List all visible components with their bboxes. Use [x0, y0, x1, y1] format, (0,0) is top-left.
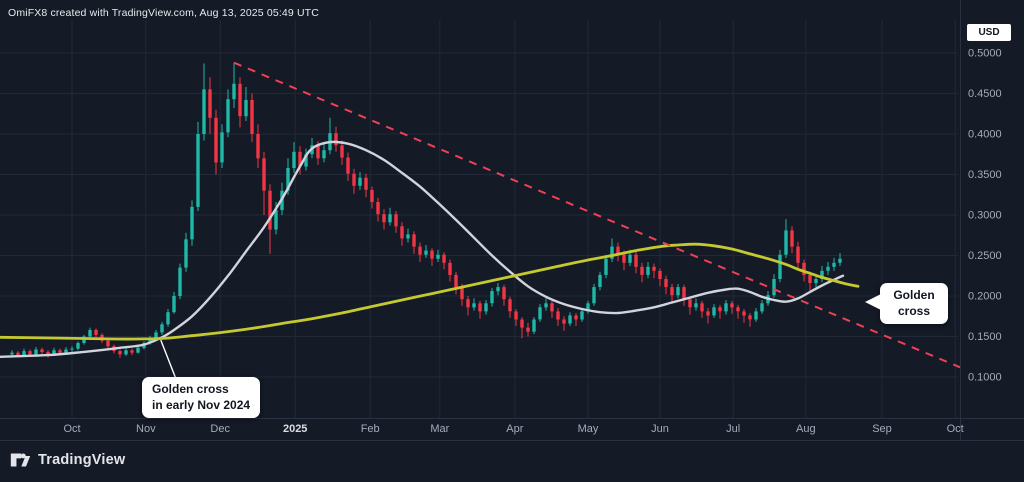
svg-text:Jul: Jul	[726, 423, 740, 435]
chart-credit: OmiFX8 created with TradingView.com, Aug…	[8, 7, 319, 19]
svg-text:Oct: Oct	[947, 423, 964, 435]
annotation-pointer-line	[160, 339, 177, 380]
price-axis-labels[interactable]: 0.5000 0.4500 0.4000 0.3500 0.3000 0.2500 0.20…	[968, 48, 1002, 384]
svg-text:0.4000: 0.4000	[968, 129, 1002, 141]
tradingview-logo-icon[interactable]	[10, 450, 31, 470]
svg-text:Dec: Dec	[210, 423, 230, 435]
annotation-golden-cross-aug[interactable]: Golden cross	[865, 283, 948, 325]
svg-text:2025: 2025	[283, 423, 307, 435]
svg-text:Mar: Mar	[430, 423, 449, 435]
svg-text:0.2500: 0.2500	[968, 250, 1002, 262]
svg-text:Apr: Apr	[506, 423, 523, 435]
tradingview-brand-text[interactable]: TradingView	[38, 452, 126, 468]
chart-grid	[0, 20, 958, 418]
price-axis-currency-badge[interactable]: USD	[967, 24, 1011, 41]
svg-text:Aug: Aug	[796, 423, 816, 435]
svg-text:0.1000: 0.1000	[968, 372, 1002, 384]
time-axis-labels[interactable]: Oct Nov Dec 2025 Feb Mar Apr May Jun Jul Aug Sep Oct	[63, 423, 963, 435]
ma_fast_white-line	[0, 140, 845, 358]
svg-text:Jun: Jun	[651, 423, 669, 435]
annotation-text-line2: in early Nov 2024	[152, 397, 251, 412]
svg-text:Sep: Sep	[872, 423, 892, 435]
axis-separators	[0, 0, 1024, 441]
svg-text:0.2000: 0.2000	[968, 291, 1002, 303]
svg-text:0.1500: 0.1500	[968, 331, 1002, 343]
svg-text:0.3000: 0.3000	[968, 210, 1002, 222]
svg-text:Feb: Feb	[361, 423, 380, 435]
annotation-golden-cross-nov[interactable]: Golden cross in early Nov 2024	[142, 377, 261, 419]
annotation-arrow-icon	[865, 294, 881, 310]
svg-text:0.3500: 0.3500	[968, 169, 1002, 181]
ma_slow_yellow-line	[0, 242, 860, 341]
descending-trendline[interactable]	[233, 61, 961, 369]
candlestick-series	[10, 62, 842, 358]
svg-text:0.5000: 0.5000	[968, 48, 1002, 60]
svg-text:Nov: Nov	[136, 423, 156, 435]
annotation-text: Golden cross	[893, 288, 935, 318]
svg-text:May: May	[578, 423, 599, 435]
tradingview-footer: TradingView	[10, 450, 125, 470]
annotation-text-line1: Golden cross	[152, 382, 229, 396]
svg-text:Oct: Oct	[63, 423, 80, 435]
svg-text:0.4500: 0.4500	[968, 88, 1002, 100]
